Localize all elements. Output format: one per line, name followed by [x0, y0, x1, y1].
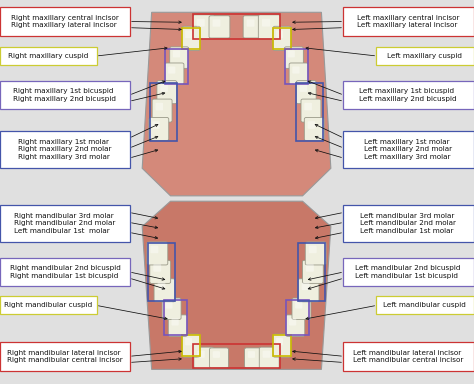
Text: Left maxillary 1st bicuspid
Left maxillary 2nd bicuspid: Left maxillary 1st bicuspid Left maxilla…: [359, 88, 457, 102]
FancyBboxPatch shape: [157, 81, 177, 104]
FancyBboxPatch shape: [306, 264, 314, 271]
FancyBboxPatch shape: [0, 258, 130, 286]
FancyBboxPatch shape: [168, 66, 175, 74]
FancyBboxPatch shape: [296, 81, 316, 104]
FancyBboxPatch shape: [309, 246, 317, 253]
FancyBboxPatch shape: [197, 351, 205, 358]
FancyBboxPatch shape: [0, 131, 130, 168]
FancyBboxPatch shape: [149, 118, 169, 141]
FancyBboxPatch shape: [170, 47, 189, 68]
FancyBboxPatch shape: [182, 26, 200, 50]
FancyBboxPatch shape: [288, 50, 295, 58]
FancyBboxPatch shape: [343, 131, 474, 168]
FancyBboxPatch shape: [194, 347, 214, 369]
FancyBboxPatch shape: [150, 260, 171, 283]
FancyBboxPatch shape: [150, 246, 158, 253]
FancyBboxPatch shape: [0, 47, 97, 65]
Text: Left mandibular lateral incisor
Left mandibular central incisor: Left mandibular lateral incisor Left man…: [353, 349, 463, 363]
Text: Left mandibular cuspid: Left mandibular cuspid: [383, 302, 466, 308]
FancyBboxPatch shape: [0, 342, 130, 371]
Text: Left maxillary 1st molar
Left maxillary 2nd molar
Left maxillary 3rd molar: Left maxillary 1st molar Left maxillary …: [364, 139, 452, 160]
FancyBboxPatch shape: [160, 84, 168, 92]
FancyBboxPatch shape: [168, 315, 187, 336]
Text: Right mandibular lateral incisor
Right mandibular central incisor: Right mandibular lateral incisor Right m…: [7, 349, 123, 363]
FancyBboxPatch shape: [286, 315, 305, 336]
FancyBboxPatch shape: [209, 16, 230, 38]
FancyBboxPatch shape: [304, 103, 312, 110]
FancyBboxPatch shape: [343, 258, 474, 286]
FancyBboxPatch shape: [284, 47, 303, 68]
Text: Right maxillary central incisor
Right maxillary lateral incisor: Right maxillary central incisor Right ma…: [11, 15, 119, 28]
FancyBboxPatch shape: [262, 19, 270, 26]
FancyBboxPatch shape: [0, 81, 130, 109]
FancyBboxPatch shape: [273, 26, 291, 50]
FancyBboxPatch shape: [185, 30, 192, 38]
FancyBboxPatch shape: [376, 296, 474, 314]
FancyBboxPatch shape: [292, 66, 300, 74]
FancyBboxPatch shape: [193, 15, 215, 39]
FancyBboxPatch shape: [157, 283, 165, 290]
FancyBboxPatch shape: [165, 301, 173, 309]
FancyBboxPatch shape: [292, 298, 311, 319]
FancyBboxPatch shape: [162, 298, 181, 319]
FancyBboxPatch shape: [173, 50, 180, 58]
FancyBboxPatch shape: [343, 205, 474, 242]
FancyBboxPatch shape: [153, 264, 161, 271]
FancyBboxPatch shape: [289, 63, 308, 84]
Text: Left maxillary central incisor
Left maxillary lateral incisor: Left maxillary central incisor Left maxi…: [357, 15, 459, 28]
FancyBboxPatch shape: [0, 205, 130, 242]
FancyBboxPatch shape: [212, 19, 220, 27]
Text: Right maxillary 1st molar
Right maxillary 2nd molar
Right maxillary 3rd molar: Right maxillary 1st molar Right maxillar…: [18, 139, 112, 160]
Polygon shape: [142, 201, 331, 369]
FancyBboxPatch shape: [259, 347, 279, 369]
Text: Right maxillary 1st bicuspid
Right maxillary 2nd bicuspid: Right maxillary 1st bicuspid Right maxil…: [13, 88, 117, 102]
FancyBboxPatch shape: [165, 63, 184, 84]
FancyBboxPatch shape: [243, 16, 264, 38]
FancyBboxPatch shape: [263, 351, 270, 358]
FancyBboxPatch shape: [246, 19, 255, 27]
FancyBboxPatch shape: [308, 121, 315, 129]
Text: Right mandibular 2nd bicuspid
Right mandibular 1st bicuspid: Right mandibular 2nd bicuspid Right mand…: [9, 265, 120, 279]
FancyBboxPatch shape: [213, 351, 220, 358]
FancyBboxPatch shape: [0, 296, 97, 314]
FancyBboxPatch shape: [289, 318, 296, 326]
FancyBboxPatch shape: [343, 7, 474, 36]
Text: Left mandibular 3rd molar
Left mandibular 2nd molar
Left mandibular 1st molar: Left mandibular 3rd molar Left mandibula…: [360, 213, 456, 234]
FancyBboxPatch shape: [276, 338, 283, 345]
FancyBboxPatch shape: [298, 279, 319, 302]
Text: Right mandibular 3rd molar
Right mandibular 2nd molar
Left mandibular 1st  molar: Right mandibular 3rd molar Right mandibu…: [14, 213, 116, 234]
FancyBboxPatch shape: [155, 103, 163, 110]
Text: Right mandibular cuspid: Right mandibular cuspid: [4, 302, 92, 308]
FancyBboxPatch shape: [248, 351, 255, 358]
FancyBboxPatch shape: [343, 342, 474, 371]
FancyBboxPatch shape: [301, 99, 321, 122]
FancyBboxPatch shape: [300, 84, 307, 92]
FancyBboxPatch shape: [152, 121, 160, 129]
FancyBboxPatch shape: [185, 338, 192, 345]
Text: Left maxillary cuspid: Left maxillary cuspid: [387, 53, 462, 59]
FancyBboxPatch shape: [376, 47, 474, 65]
FancyBboxPatch shape: [245, 348, 264, 368]
FancyBboxPatch shape: [305, 242, 326, 265]
FancyBboxPatch shape: [302, 260, 323, 283]
FancyBboxPatch shape: [276, 30, 283, 38]
FancyBboxPatch shape: [152, 99, 172, 122]
Text: Right maxillary cuspid: Right maxillary cuspid: [8, 53, 89, 59]
FancyBboxPatch shape: [0, 7, 130, 36]
FancyBboxPatch shape: [258, 15, 280, 39]
FancyBboxPatch shape: [343, 81, 474, 109]
Text: Left mandibular 2nd bicuspid
Left mandibular 1st bicuspid: Left mandibular 2nd bicuspid Left mandib…: [356, 265, 461, 279]
FancyBboxPatch shape: [295, 301, 302, 309]
FancyBboxPatch shape: [172, 318, 179, 326]
FancyBboxPatch shape: [197, 19, 205, 26]
FancyBboxPatch shape: [273, 334, 291, 357]
FancyBboxPatch shape: [147, 242, 168, 265]
FancyBboxPatch shape: [182, 334, 200, 357]
FancyBboxPatch shape: [210, 348, 228, 368]
FancyBboxPatch shape: [304, 118, 324, 141]
Polygon shape: [142, 12, 331, 196]
FancyBboxPatch shape: [154, 279, 175, 302]
FancyBboxPatch shape: [301, 283, 310, 290]
